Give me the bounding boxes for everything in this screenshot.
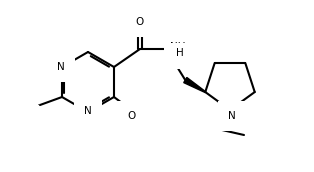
Text: N: N (57, 62, 65, 72)
Text: methyl: methyl (38, 104, 43, 105)
Polygon shape (184, 77, 206, 93)
Text: H: H (176, 48, 184, 58)
Text: O: O (128, 111, 136, 121)
Text: N: N (84, 106, 92, 116)
Text: NH: NH (170, 42, 186, 52)
Text: O: O (136, 17, 144, 27)
Text: NH
H: NH H (174, 37, 189, 59)
Text: N: N (228, 111, 236, 121)
